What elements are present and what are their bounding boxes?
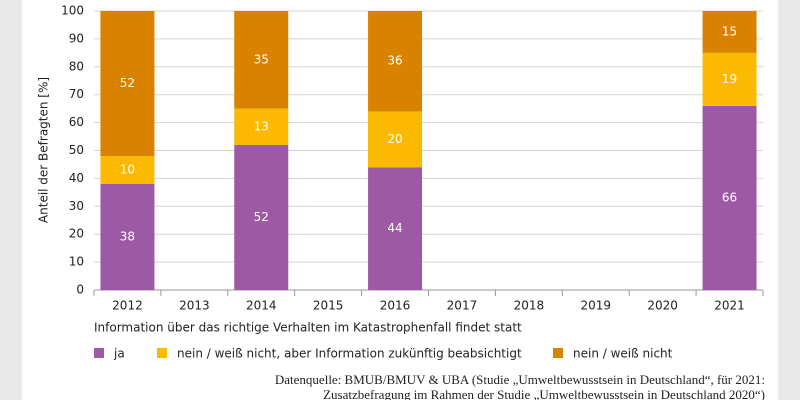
- value-label: 19: [722, 72, 737, 86]
- x-tick-label: 2014: [246, 299, 277, 313]
- y-tick-label: 50: [69, 143, 84, 157]
- y-tick-label: 70: [69, 87, 84, 101]
- bar-segment: [234, 11, 289, 109]
- value-label: 15: [722, 24, 737, 38]
- legend-swatch: [94, 348, 104, 358]
- bar-segment: [368, 111, 423, 168]
- y-tick-label: 30: [69, 199, 84, 213]
- bar-segment: [100, 11, 155, 157]
- y-tick-label: 0: [76, 283, 84, 297]
- y-axis-label: Anteil der Befragten [%]: [37, 77, 51, 223]
- y-tick-label: 10: [69, 255, 84, 269]
- y-tick-label: 80: [69, 59, 84, 73]
- bar-segment: [100, 183, 155, 290]
- bar-segment: [368, 11, 423, 112]
- bar-segment: [234, 144, 289, 290]
- bar-segment: [234, 108, 289, 145]
- legend-label: nein / weiß nicht, aber Information zukü…: [177, 347, 522, 361]
- x-tick-label: 2019: [580, 299, 611, 313]
- value-label: 36: [387, 54, 402, 68]
- value-label: 20: [387, 132, 402, 146]
- value-label: 66: [722, 190, 737, 204]
- y-tick-label: 90: [69, 31, 84, 45]
- source: Zusatzbefragung im Rahmen der Studie „Um…: [323, 387, 765, 400]
- value-label: 13: [254, 119, 269, 133]
- value-label: 10: [120, 163, 135, 177]
- bar-segment: [100, 156, 155, 184]
- y-tick-label: 40: [69, 171, 84, 185]
- bar-segment: [702, 105, 757, 290]
- x-tick-label: 2021: [714, 299, 745, 313]
- x-tick-label: 2017: [447, 299, 478, 313]
- bar-segment: [702, 52, 757, 106]
- x-tick-label: 2015: [313, 299, 344, 313]
- x-tick-label: 2013: [179, 299, 210, 313]
- x-tick-label: 2018: [514, 299, 545, 313]
- legend-title: Information über das richtige Verhalten …: [94, 321, 522, 335]
- bar-segment: [702, 11, 757, 53]
- x-tick-label: 2020: [647, 299, 678, 313]
- y-tick-label: 60: [69, 115, 84, 129]
- value-label: 38: [120, 229, 135, 243]
- y-tick-label: 100: [61, 4, 84, 18]
- bar-segment: [368, 167, 423, 290]
- legend-swatch: [553, 348, 563, 358]
- x-tick-label: 2012: [112, 299, 143, 313]
- value-label: 35: [254, 52, 269, 66]
- x-tick-label: 2016: [380, 299, 411, 313]
- value-label: 52: [120, 76, 135, 90]
- value-label: 52: [254, 210, 269, 224]
- y-tick-label: 20: [69, 227, 84, 241]
- legend-label: nein / weiß nicht: [573, 347, 673, 361]
- value-label: 44: [387, 221, 402, 235]
- source: Datenquelle: BMUB/BMUV & UBA (Studie „Um…: [275, 372, 765, 387]
- legend-swatch: [157, 348, 167, 358]
- legend-label: ja: [113, 347, 125, 361]
